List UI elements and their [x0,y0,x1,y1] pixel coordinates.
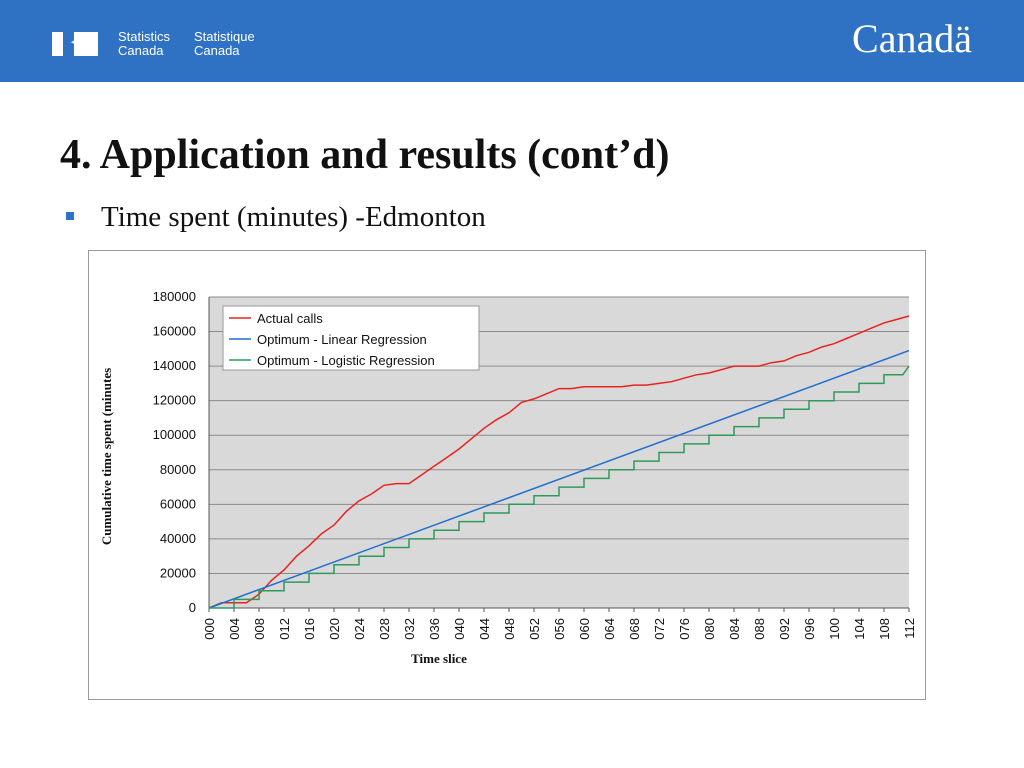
x-tick-label: 096 [802,618,817,640]
x-tick-label: 076 [677,618,692,640]
x-tick-label: 064 [602,618,617,640]
x-tick-label: 020 [327,618,342,640]
x-tick-label: 008 [252,618,267,640]
x-tick-label: 072 [652,618,667,640]
x-tick-label: 040 [452,618,467,640]
series-line-1 [208,315,910,609]
y-tick-label: 40000 [160,531,196,546]
x-tick-label: 036 [427,618,442,640]
x-tick-label: 104 [852,618,867,640]
y-tick-label: 20000 [160,565,196,580]
slide-title: 4. Application and results (cont’d) [60,132,670,178]
y-tick-label: 100000 [153,427,196,442]
y-tick-label: 0 [189,600,196,615]
x-tick-label: 108 [877,618,892,640]
y-tick-label: 60000 [160,496,196,511]
signature-en-line2: Canada [118,43,164,58]
x-tick-label: 080 [702,618,717,640]
series-line-2 [208,349,910,609]
signature-fr-line2: Canada [194,43,240,58]
y-tick-label: 140000 [153,358,196,373]
maple-leaf-icon: ✦ [69,35,83,52]
signature-en-line1: Statistics [118,29,171,44]
signature-english: Statistics Canada [118,30,170,58]
signature-fr-line1: Statistique [194,29,255,44]
x-tick-label: 048 [502,618,517,640]
signature-french: Statistique Canada [194,30,255,58]
bullet-text: Time spent (minutes) -Edmonton [101,201,486,233]
x-tick-label: 004 [227,618,242,640]
legend-entry: Optimum - Logistic Regression [257,353,435,368]
x-tick-label: 092 [777,618,792,640]
y-tick-label: 120000 [153,393,196,408]
x-tick-label: 000 [202,618,217,640]
canada-wordmark: Canadä [852,16,972,61]
legend-entry: Optimum - Linear Regression [257,332,427,347]
x-tick-label: 068 [627,618,642,640]
x-tick-label: 024 [352,618,367,640]
x-tick-label: 088 [752,618,767,640]
flag-band [63,32,74,56]
x-tick-label: 084 [727,618,742,640]
chart-frame: 0 20000 40000 60000 80000 100000 120000 140000 1… [88,250,926,700]
x-tick-label: 056 [552,618,567,640]
y-tick-label: 80000 [160,462,196,477]
x-tick-label: 028 [377,618,392,640]
x-tick-label: 112 [902,618,917,639]
x-axis-title: Time slice [411,651,467,666]
x-tick-label: 012 [277,618,292,640]
x-tick-label: 052 [527,618,542,640]
site-header: ✦ Statistics Canada Statistique Canada C… [0,0,1024,82]
canada-flag-icon: ✦ [52,32,98,56]
x-tick-label: 044 [477,618,492,640]
x-tick-label: 100 [827,618,842,640]
x-tick-label: 016 [302,618,317,640]
legend-box [222,305,480,371]
y-tick-label: 160000 [153,324,196,339]
series-line-3 [209,365,910,609]
x-tick-label: 060 [577,618,592,640]
y-axis-title: Cumulative time spent (minutes [99,368,114,545]
legend-entry: Actual calls [257,311,323,326]
x-tick-label: 032 [402,618,417,640]
y-tick-label: 180000 [153,289,196,304]
square-bullet-icon [66,212,74,220]
line-chart: 0200004000060000800001000001200001400001… [99,289,917,666]
